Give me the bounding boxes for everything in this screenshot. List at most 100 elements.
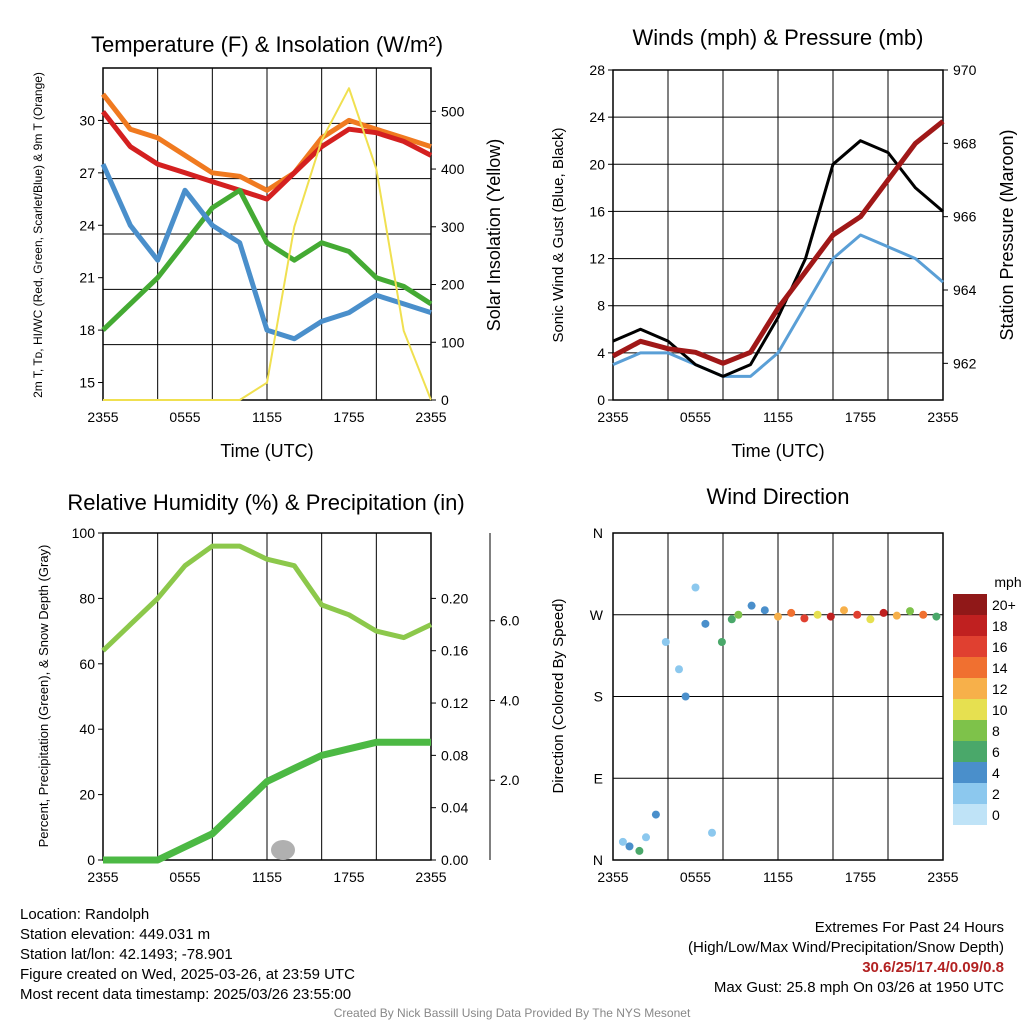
dir-xtick: 2355	[927, 869, 958, 885]
wind-ytick: 28	[589, 62, 605, 78]
rh-xtick: 1155	[252, 869, 282, 885]
dir-xtick: 1155	[763, 869, 793, 885]
direction-point	[717, 638, 726, 646]
extremes-title: Extremes For Past 24 Hours	[814, 919, 1004, 936]
direction-point	[661, 638, 670, 646]
wind-ytick-right: 970	[953, 62, 977, 78]
direction-point	[701, 619, 710, 628]
direction-point	[635, 846, 644, 855]
temp-ytick-right: 200	[441, 277, 465, 293]
wind-series-2	[611, 119, 945, 366]
wind-ytick: 4	[597, 345, 605, 361]
temp-series-1	[101, 110, 433, 202]
colorbar-swatch	[953, 657, 987, 678]
rh-xtick: 1755	[333, 869, 364, 885]
dir-ylabel-left: Direction (Colored By Speed)	[550, 598, 567, 793]
temp-ytick-right: 0	[441, 392, 449, 408]
extremes-subtitle: (High/Low/Max Wind/Precipitation/Snow De…	[688, 939, 1004, 956]
wind-xtick: 0555	[680, 409, 711, 425]
direction-point	[787, 608, 796, 617]
wind-ylabel-right: Station Pressure (Maroon)	[997, 129, 1017, 340]
temp-ytick-right: 400	[441, 161, 465, 177]
rh-series-1	[103, 738, 431, 864]
colorbar-label: 0	[992, 807, 1000, 823]
temp-xtick: 2355	[87, 409, 118, 425]
direction-point	[840, 606, 848, 615]
temp-xlabel: Time (UTC)	[220, 441, 313, 461]
colorbar-label: 8	[992, 723, 1000, 739]
dir-ytick: W	[590, 607, 604, 623]
extremes-box: Extremes For Past 24 Hours (High/Low/Max…	[688, 918, 1004, 998]
direction-point	[681, 692, 690, 701]
rh-title: Relative Humidity (%) & Precipitation (i…	[67, 490, 464, 515]
temp-ytick: 30	[79, 112, 95, 128]
direction-point	[727, 615, 736, 624]
colorbar-title: mph	[994, 574, 1021, 590]
colorbar-swatch	[953, 699, 987, 720]
dir-xtick: 0555	[680, 869, 711, 885]
direction-point	[892, 611, 901, 620]
rh-ylabel-left: Percent, Precipitation (Green), & Snow D…	[36, 545, 51, 848]
rh-ytick: 80	[79, 590, 95, 606]
dir-ytick: N	[593, 525, 603, 541]
rh-ytick-snow: 4.0	[500, 692, 520, 708]
temp-ytick: 15	[79, 375, 95, 391]
rh-ytick-snow: 2.0	[500, 772, 520, 788]
temp-xtick: 1755	[333, 409, 364, 425]
dir-xtick: 1755	[845, 869, 876, 885]
wind-frame	[612, 69, 944, 401]
rh-ytick-snow: 6.0	[500, 613, 520, 629]
colorbar-label: 16	[992, 639, 1008, 655]
colorbar-swatch	[953, 783, 987, 804]
wind-ytick: 16	[589, 203, 605, 219]
temp-xtick: 1155	[252, 409, 282, 425]
direction-point	[774, 612, 782, 621]
wind-series-1	[612, 139, 944, 378]
wind-xtick: 1755	[845, 409, 876, 425]
location-text: Location: Randolph	[20, 906, 150, 923]
wind-ytick: 20	[589, 156, 605, 172]
direction-point	[675, 665, 683, 674]
direction-point	[747, 601, 756, 610]
colorbar-swatch	[953, 804, 987, 825]
temp-ytick-right: 100	[441, 334, 465, 350]
temp-series-3	[100, 163, 432, 342]
created-text: Figure created on Wed, 2025-03-26, at 23…	[20, 966, 355, 983]
dir-ytick: N	[593, 852, 603, 868]
colorbar-swatch	[953, 594, 987, 615]
rh-frame	[102, 532, 432, 861]
dir-ytick: S	[594, 689, 603, 705]
direction-point	[879, 608, 888, 617]
direction-point	[618, 837, 627, 846]
wind-ytick-right: 968	[953, 135, 977, 151]
direction-point	[800, 614, 809, 623]
colorbar-label: 12	[992, 681, 1008, 697]
rh-ytick-precip: 0.08	[441, 747, 468, 763]
direction-point	[760, 606, 769, 615]
rh-ytick: 40	[79, 721, 95, 737]
colorbar-label: 6	[992, 744, 1000, 760]
colorbar-swatch	[953, 678, 987, 699]
wind-ytick: 0	[597, 392, 605, 408]
wind-title: Winds (mph) & Pressure (mb)	[633, 25, 924, 50]
rh-series-0	[101, 543, 433, 653]
wind-ytick: 8	[597, 298, 605, 314]
rh-ytick: 20	[79, 787, 95, 803]
direction-point	[708, 828, 716, 837]
temp-ytick: 18	[79, 322, 95, 338]
rh-ytick: 0	[87, 852, 95, 868]
colorbar-swatch	[953, 762, 987, 783]
rh-ytick-precip: 0.00	[441, 852, 468, 868]
temp-series-0	[101, 92, 432, 193]
temp-ylabel-right: Solar Insolation (Yellow)	[484, 139, 504, 331]
elevation-text: Station elevation: 449.031 m	[20, 926, 211, 943]
colorbar-label: 2	[992, 786, 1000, 802]
direction-point	[853, 610, 862, 619]
colorbar-label: 18	[992, 618, 1008, 634]
colorbar-label: 10	[992, 702, 1008, 718]
extremes-values: 30.6/25/17.4/0.09/0.8	[862, 959, 1004, 976]
colorbar-label: 20+	[992, 597, 1016, 613]
rh-ytick-precip: 0.20	[441, 590, 468, 606]
rh-xtick: 2355	[415, 869, 446, 885]
